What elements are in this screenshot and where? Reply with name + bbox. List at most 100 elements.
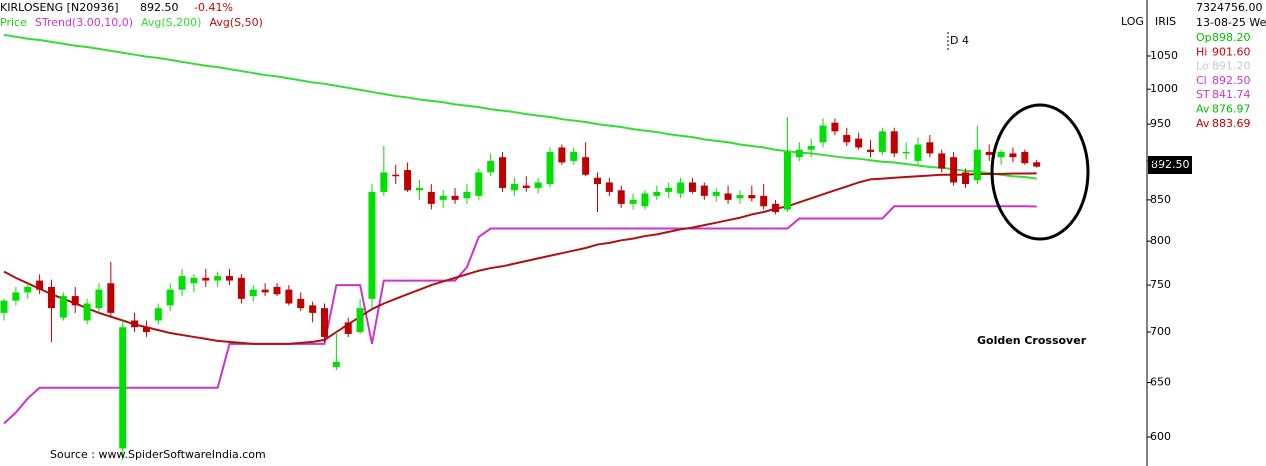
candle-body: [226, 276, 234, 281]
candle-body: [190, 277, 198, 284]
highlight-ellipse: [990, 103, 1090, 241]
candle-body: [890, 131, 898, 154]
candle-body: [724, 193, 732, 200]
candle-body: [605, 182, 613, 192]
candle-body: [249, 289, 257, 297]
candle-body: [772, 203, 780, 212]
candle-body: [914, 144, 922, 161]
marker-label: D 4: [950, 34, 969, 47]
info-value: 841.74: [1212, 88, 1251, 101]
legend-entry: Avg(S,200): [141, 16, 201, 29]
candle-body: [522, 185, 530, 188]
info-label: Hi: [1196, 45, 1207, 58]
candle-body: [499, 157, 507, 188]
candle-body: [510, 184, 518, 191]
candle-body: [487, 160, 495, 173]
candle-body: [629, 199, 637, 204]
legend-entry: Avg(S,50): [209, 16, 262, 29]
line-series: [3, 205, 1037, 425]
line-series: [3, 33, 1037, 180]
candle-body: [926, 142, 934, 154]
candle-body: [95, 289, 103, 309]
candle-body: [380, 172, 388, 192]
candle-body: [71, 296, 79, 306]
candle-body: [795, 149, 803, 158]
candle-body: [831, 122, 839, 132]
candle-body: [902, 151, 910, 154]
y-tick-label: 800: [1150, 234, 1171, 247]
candle-body: [878, 131, 886, 152]
info-value: 892.50: [1212, 74, 1251, 87]
candle-body: [107, 283, 115, 313]
info-value: 891.20: [1212, 60, 1251, 73]
info-value: 883.69: [1212, 117, 1251, 130]
header-change: -0.41%: [194, 1, 233, 14]
candle-body: [309, 305, 317, 313]
candle-body: [404, 170, 412, 191]
candle-body: [997, 151, 1005, 158]
candle-body: [427, 191, 435, 204]
y-tick-label: 1000: [1150, 82, 1178, 95]
info-value: 876.97: [1212, 103, 1251, 116]
candle-body: [237, 277, 245, 299]
candle-body: [178, 276, 186, 290]
candle-body: [415, 187, 423, 191]
annotation: Golden Crossover: [977, 334, 1087, 347]
candle-body: [131, 320, 139, 328]
candle-body: [736, 195, 744, 199]
candle-body: [475, 172, 483, 196]
candle-body: [653, 191, 661, 196]
info-label: Av: [1196, 103, 1210, 116]
candle-body: [807, 145, 815, 150]
candle-body: [12, 292, 20, 301]
candle-body: [332, 361, 340, 367]
candle-body: [570, 151, 578, 161]
candle-body: [558, 147, 566, 163]
candle-body: [843, 134, 851, 143]
info-value: 901.60: [1212, 45, 1251, 58]
candle-body: [985, 151, 993, 155]
candle-body: [320, 308, 328, 337]
y-tick-label: 700: [1150, 325, 1171, 338]
candle-body: [36, 280, 44, 290]
info-volume: 7324756.00: [1196, 1, 1262, 14]
info-label: ST: [1196, 88, 1210, 101]
candle-body: [214, 276, 222, 281]
symbol: KIRLOSENG [N20936]: [0, 1, 118, 14]
candle-body: [534, 182, 542, 188]
candle-body: [1021, 151, 1029, 164]
candle-body: [867, 149, 875, 152]
candle-body: [712, 191, 720, 196]
legend-entry: Price: [0, 16, 27, 29]
y-tick-label: 650: [1150, 376, 1171, 389]
candle-body: [83, 303, 91, 321]
candle-body: [344, 322, 352, 335]
candle-body: [297, 298, 305, 309]
y-tick-label: 1050: [1150, 49, 1178, 62]
candle-body: [641, 193, 649, 207]
y-tick-label: 850: [1150, 193, 1171, 206]
y-tick-label: 950: [1150, 117, 1171, 130]
candle-body: [1009, 153, 1017, 158]
candle-body: [0, 300, 8, 313]
candle-body: [1033, 162, 1041, 167]
y-tick-label: 900: [1150, 154, 1171, 167]
candle-body: [594, 177, 601, 185]
info-label: Lo: [1196, 60, 1209, 73]
candle-body: [617, 190, 625, 204]
info-date: 13-08-25 We: [1196, 16, 1266, 29]
log-button[interactable]: LOG: [1121, 15, 1144, 28]
candle-body: [47, 286, 55, 309]
legend: Price STrend(3.00,10,0) Avg(S,200) Avg(S,50…: [0, 16, 263, 29]
plot-area: [0, 33, 1041, 461]
candle-body: [961, 172, 969, 185]
candle-body: [285, 289, 293, 304]
candle-body: [439, 195, 447, 200]
header-price: 892.50: [140, 1, 179, 14]
candle-body: [463, 191, 471, 199]
candle-body: [855, 138, 863, 148]
candle-body: [368, 191, 376, 299]
iris-button[interactable]: IRIS: [1155, 15, 1176, 28]
